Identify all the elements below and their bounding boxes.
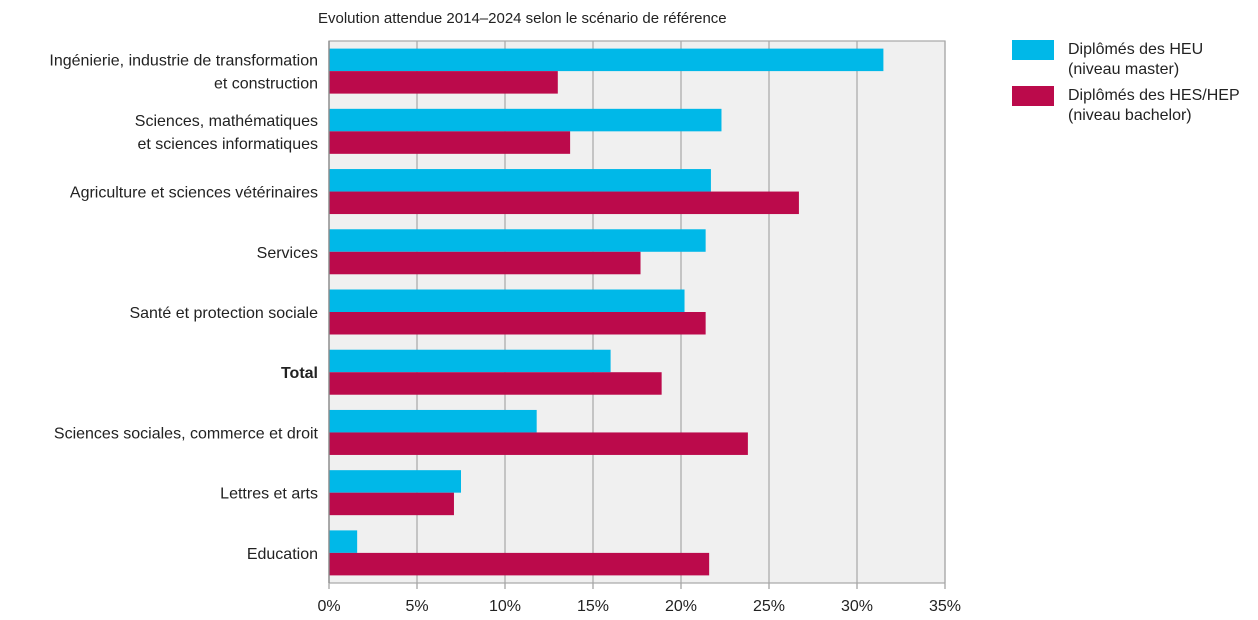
tick-label-x-25: 25% [753, 598, 785, 615]
bar-series1-cat1 [329, 131, 571, 154]
bar-series1-cat5 [329, 372, 662, 395]
legend-label-heu-line2: (niveau master) [1068, 61, 1180, 78]
tick-label-x-15: 15% [577, 598, 609, 615]
bar-series0-cat3 [329, 229, 706, 252]
tick-label-x-20: 20% [665, 598, 697, 615]
legend-swatch-hes [1012, 86, 1054, 106]
tick-label-x-5: 5% [405, 598, 428, 615]
bar-series0-cat8 [329, 530, 358, 553]
bar-series0-cat0 [329, 48, 884, 72]
tick-label-x-30: 30% [841, 598, 873, 615]
legend-item-hes: Diplômés des HES/HEP (niveau bachelor) [1012, 86, 1240, 126]
bar-series1-cat4 [329, 312, 706, 335]
category-label-5: Total [281, 365, 318, 382]
bar-series1-cat0 [329, 71, 558, 94]
bar-series1-cat7 [329, 492, 454, 516]
bar-series0-cat1 [329, 108, 722, 132]
tick-label-x-10: 10% [489, 598, 521, 615]
bar-series0-cat7 [329, 470, 461, 493]
bar-series0-cat5 [329, 349, 611, 373]
legend-label-hes-line1: Diplômés des HES/HEP [1068, 87, 1240, 104]
chart-title: Evolution attendue 2014–2024 selon le sc… [318, 10, 727, 27]
legend-label-hes-line2: (niveau bachelor) [1068, 107, 1192, 124]
bar-series1-cat3 [329, 251, 641, 275]
bar-series0-cat4 [329, 289, 685, 312]
legend-swatch-heu [1012, 40, 1054, 60]
tick-label-x-0: 0% [317, 598, 340, 615]
bar-series1-cat2 [329, 191, 799, 215]
bar-series1-cat8 [329, 552, 710, 576]
plot-area: 0% 5% 10% 15% 20% 25% 30% 35% Ingénierie, indust… [49, 40, 961, 615]
bar-series1-cat6 [329, 432, 748, 455]
category-label-6: Sciences sociales, commerce et droit [54, 425, 319, 442]
category-label-8: Education [247, 546, 318, 563]
category-label-0: Ingénierie, industrie de transformation e… [49, 53, 318, 93]
legend: Diplômés des HEU (niveau master) Diplômé… [1012, 40, 1240, 132]
bar-series0-cat2 [329, 169, 711, 192]
legend-label-heu-line1: Diplômés des HEU [1068, 41, 1204, 58]
category-label-2: Agriculture et sciences vétérinaires [70, 185, 318, 202]
legend-item-heu: Diplômés des HEU (niveau master) [1012, 40, 1240, 80]
bar-series0-cat6 [329, 409, 537, 433]
category-label-4: Santé et protection sociale [129, 305, 318, 322]
tick-label-x-35: 35% [929, 598, 961, 615]
category-label-3: Services [257, 245, 318, 262]
category-label-1: Sciences, mathématiques et sciences infor… [135, 113, 318, 153]
category-label-7: Lettres et arts [220, 486, 318, 503]
